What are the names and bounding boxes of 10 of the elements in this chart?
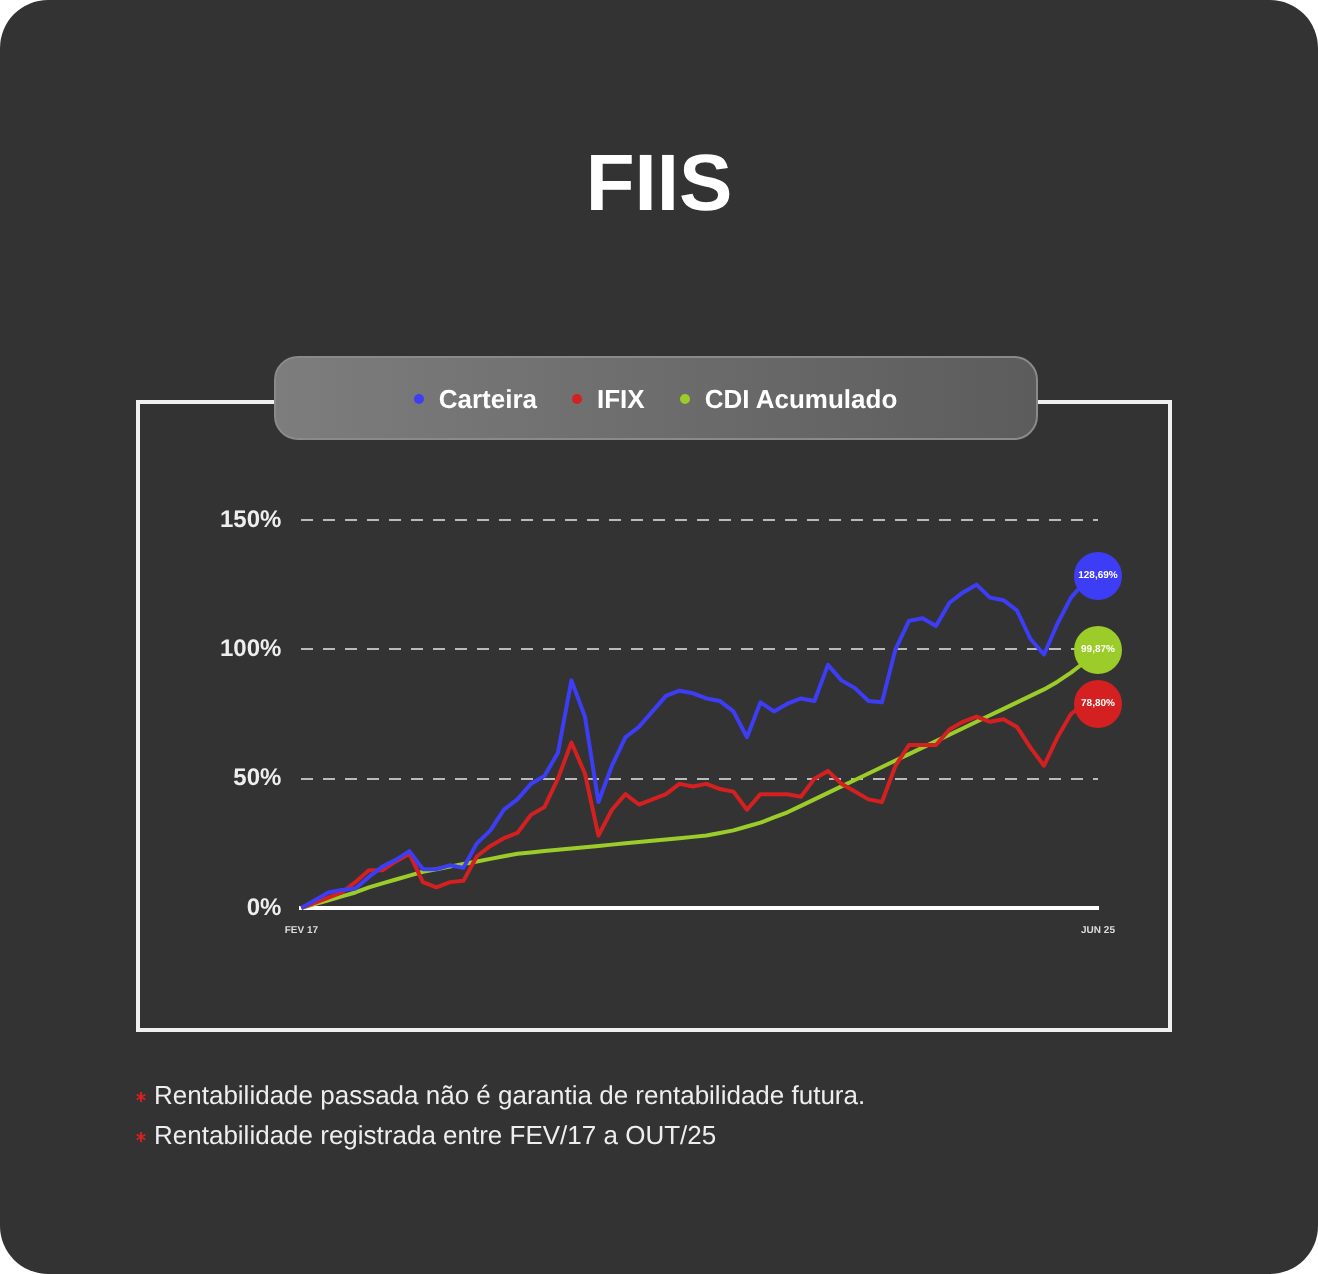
y-tick-label: 100% — [219, 633, 283, 662]
legend-label: IFIX — [596, 383, 645, 413]
y-tick-label: 50% — [233, 763, 283, 792]
chart-title: FIIS — [583, 140, 735, 230]
legend-label: CDI Acumulado — [704, 383, 898, 413]
text: Rentabilidade registrada entre FEV/17 a OUT/25 — [154, 1118, 717, 1154]
y-tick-label: 0% — [246, 892, 283, 921]
y-tick-label: 150% — [219, 504, 283, 533]
legend-label: Carteira — [438, 383, 537, 413]
text: Rentabilidade passada não é garantia de rentabilidade futura. — [154, 1078, 866, 1114]
